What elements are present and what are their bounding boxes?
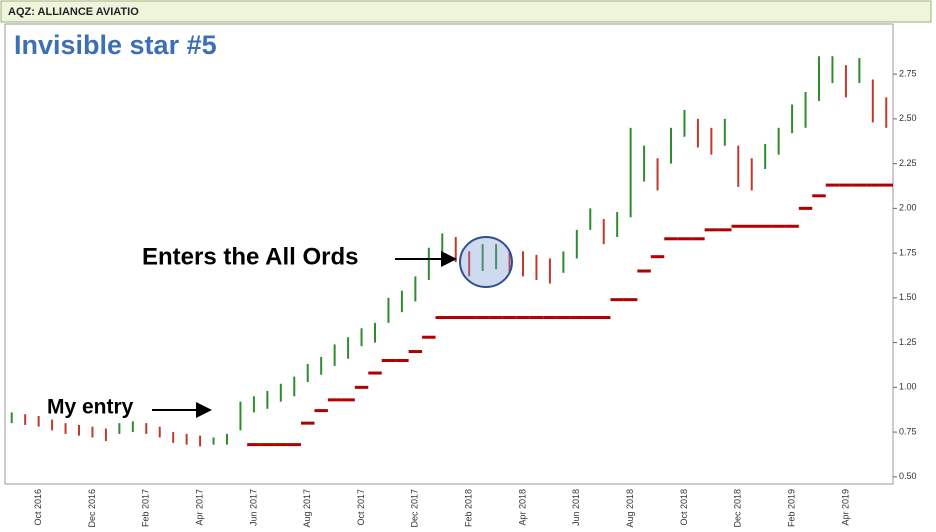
y-tick-label: 1.50 <box>899 292 917 302</box>
plot: 0.50 0.75 1.00 1.25 1.50 1.75 2.00 2.25 2.50 2.75… <box>10 56 917 528</box>
x-tick-label: Oct 2018 <box>679 489 689 526</box>
y-tick-label: 1.00 <box>899 382 917 392</box>
x-tick-label: Dec 2018 <box>733 489 743 528</box>
symbol: AQZ: ALLIANCE AVIATIO <box>8 6 139 18</box>
x-tick-label: Aug 2017 <box>302 489 312 528</box>
y-tick-label: 2.75 <box>899 68 917 78</box>
x-tick-label: Oct 2016 <box>33 489 43 526</box>
x-tick-label: Jun 2018 <box>571 489 581 526</box>
y-tick-label: 2.25 <box>899 158 917 168</box>
y-tick-label: 1.75 <box>899 247 917 257</box>
x-tick-label: Apr 2018 <box>517 489 527 526</box>
plot-frame <box>4 23 894 485</box>
y-tick-label: 0.75 <box>899 426 917 436</box>
header-bar <box>0 0 932 23</box>
annotation: Enters the All Ords <box>142 243 359 270</box>
x-tick-label: Oct 2017 <box>356 489 366 526</box>
chart-title: Invisible star #5 <box>14 30 217 60</box>
x-tick-label: Dec 2016 <box>87 489 97 528</box>
x-tick-label: Feb 2017 <box>141 489 151 527</box>
y-tick-label: 1.25 <box>899 337 917 347</box>
y-tick-label: 0.50 <box>899 471 917 481</box>
annotation: My entry <box>47 396 134 419</box>
x-tick-label: Feb 2019 <box>786 489 796 527</box>
y-tick-label: 2.50 <box>899 113 917 123</box>
x-tick-label: Aug 2018 <box>625 489 635 528</box>
x-tick-label: Feb 2018 <box>464 489 474 527</box>
y-tick-label: 2.00 <box>899 203 917 213</box>
x-tick-label: Apr 2019 <box>840 489 850 526</box>
highlight-circle <box>459 236 513 288</box>
x-tick-label: Apr 2017 <box>194 489 204 526</box>
x-tick-label: Dec 2017 <box>410 489 420 528</box>
x-tick-label: Jun 2017 <box>248 489 258 526</box>
